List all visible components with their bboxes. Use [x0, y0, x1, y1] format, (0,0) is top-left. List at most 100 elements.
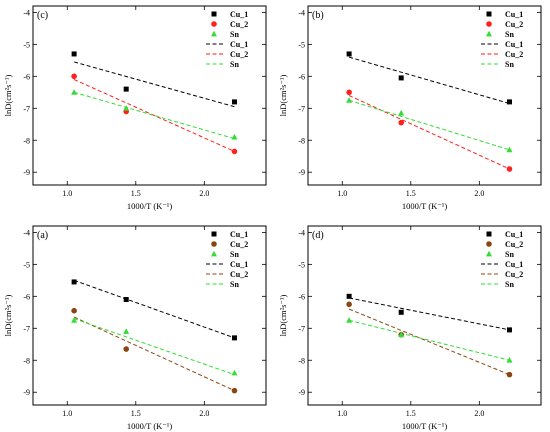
y-tick-label: -5 — [298, 40, 305, 49]
x-axis-label: 1000/T (K⁻¹) — [402, 201, 448, 211]
y-tick-label: -5 — [23, 40, 30, 49]
y-axis-label: lnD(cm²s⁻¹) — [278, 294, 288, 336]
fit-line-cu-1 — [349, 297, 510, 331]
data-point-cu-1 — [506, 99, 512, 105]
y-tick-label: -7 — [23, 324, 30, 333]
legend-marker-sn — [486, 30, 492, 37]
chart-panel-3: (d) -4 -5 -6 -7 -8 -9 1.0 1.5 2.0 1000/T (K⁻¹) lnD(… — [278, 225, 542, 431]
fit-line-cu-1 — [73, 61, 235, 108]
legend-label: Cu_1 — [230, 260, 248, 269]
y-tick-label: -4 — [298, 228, 305, 237]
legend-label: Cu_2 — [230, 50, 248, 59]
legend-label: Sn — [230, 280, 239, 289]
y-tick-label: -9 — [23, 388, 30, 397]
fit-line-cu-2 — [348, 95, 510, 170]
y-tick-label: -8 — [23, 356, 30, 365]
legend-label: Sn — [505, 250, 514, 259]
y-tick-label: -7 — [298, 104, 305, 113]
x-tick-label: 1.0 — [62, 189, 72, 198]
data-point-sn — [346, 97, 353, 103]
legend-marker-cu-2 — [486, 21, 492, 27]
data-point-cu-2 — [231, 387, 238, 394]
legend-label: Cu_1 — [505, 40, 523, 49]
legend-label: Cu_1 — [505, 260, 523, 269]
fit-line-sn — [73, 91, 235, 140]
legend-label: Sn — [505, 280, 514, 289]
x-axis-label: 1000/T (K⁻¹) — [402, 421, 448, 431]
legend-label: Cu_2 — [505, 240, 523, 249]
y-axis-label: lnD(cm²s⁻¹) — [278, 74, 288, 116]
x-tick-label: 1.5 — [131, 189, 141, 198]
y-tick-label: -9 — [23, 168, 30, 177]
y-axis-label: lnD(cm²s⁻¹) — [3, 294, 13, 336]
plot-frame — [307, 5, 542, 186]
legend-marker-sn — [211, 250, 217, 257]
plot-frame — [32, 5, 267, 186]
fit-line-cu-2 — [73, 316, 235, 392]
data-point-sn — [231, 369, 238, 376]
y-tick-label: -8 — [23, 136, 30, 145]
panel-label: (b) — [312, 10, 324, 21]
data-point-cu-1 — [506, 327, 512, 333]
legend-label: Cu_2 — [230, 270, 248, 279]
legend-label: Cu_1 — [230, 230, 248, 239]
y-tick-label: -9 — [298, 168, 305, 177]
legend-marker-cu-1 — [211, 231, 217, 237]
data-point-cu-1 — [346, 293, 352, 299]
x-tick-label: 2.0 — [199, 409, 209, 418]
data-point-cu-2 — [506, 166, 513, 172]
y-tick-label: -9 — [298, 388, 305, 397]
legend-marker-cu-2 — [211, 241, 217, 247]
data-point-cu-1 — [71, 279, 77, 285]
fit-line-cu-2 — [73, 79, 235, 152]
y-tick-label: -4 — [23, 228, 30, 237]
chart-panel-0: (c) -4 -5 -6 -7 -8 -9 1.0 1.5 2.0 1000/T (K⁻¹) lnD(… — [3, 5, 267, 211]
data-point-cu-2 — [71, 307, 77, 314]
x-tick-label: 1.5 — [131, 409, 141, 418]
legend-marker-cu-1 — [211, 11, 217, 17]
legend-marker-sn — [486, 250, 492, 257]
legend-label: Sn — [230, 30, 239, 39]
data-point-sn — [71, 89, 78, 95]
plot-frame — [32, 225, 267, 406]
data-point-cu-1 — [346, 51, 352, 57]
data-point-sn — [71, 317, 78, 323]
y-tick-label: -7 — [23, 104, 30, 113]
y-tick-label: -7 — [298, 324, 305, 333]
fit-line-sn — [73, 318, 235, 376]
data-point-cu-1 — [231, 99, 237, 105]
y-tick-label: -5 — [298, 260, 305, 269]
legend-label: Cu_1 — [505, 10, 523, 19]
legend-label: Cu_2 — [230, 20, 248, 29]
data-point-cu-2 — [71, 73, 77, 80]
legend-label: Cu_1 — [505, 230, 523, 239]
data-point-cu-1 — [123, 297, 129, 303]
legend-marker-cu-1 — [486, 231, 492, 237]
data-point-sn — [123, 105, 130, 111]
y-axis-label: lnD(cm²s⁻¹) — [3, 74, 13, 116]
fit-line-cu-2 — [348, 308, 510, 376]
y-tick-label: -5 — [23, 260, 30, 269]
data-point-cu-2 — [346, 301, 352, 308]
legend-label: Cu_2 — [505, 50, 523, 59]
legend-marker-cu-2 — [486, 241, 492, 247]
x-tick-label: 1.0 — [337, 189, 347, 198]
data-point-sn — [506, 357, 513, 363]
fit-line-cu-1 — [73, 279, 235, 339]
legend-label: Sn — [230, 250, 239, 259]
y-tick-label: -6 — [23, 292, 30, 301]
legend-label: Sn — [505, 60, 514, 69]
data-point-cu-1 — [123, 86, 129, 92]
data-point-sn — [123, 328, 130, 334]
plot-frame — [307, 225, 542, 406]
fit-line-cu-1 — [348, 56, 510, 104]
y-tick-label: -8 — [298, 356, 305, 365]
fit-line-sn — [348, 99, 510, 151]
data-point-cu-2 — [346, 89, 352, 96]
legend-marker-cu-2 — [211, 21, 217, 27]
data-point-sn — [346, 317, 353, 323]
panel-label: (d) — [312, 230, 324, 241]
data-point-cu-2 — [398, 119, 405, 126]
y-tick-label: -6 — [298, 292, 305, 301]
x-tick-label: 2.0 — [474, 189, 484, 198]
